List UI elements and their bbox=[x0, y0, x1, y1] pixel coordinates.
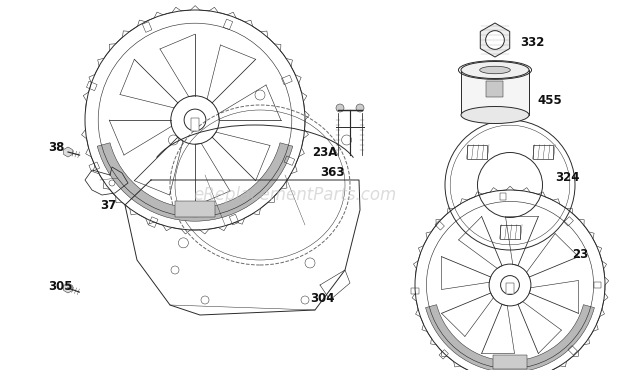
Ellipse shape bbox=[461, 107, 529, 124]
Bar bbox=[507, 283, 513, 295]
Circle shape bbox=[485, 31, 504, 49]
Bar bbox=[89, 162, 100, 171]
Bar bbox=[284, 156, 294, 165]
Wedge shape bbox=[425, 305, 595, 370]
Wedge shape bbox=[97, 143, 293, 221]
Bar bbox=[500, 193, 506, 201]
Polygon shape bbox=[480, 23, 510, 57]
Bar bbox=[223, 19, 232, 30]
Bar bbox=[86, 81, 97, 91]
Bar bbox=[439, 350, 448, 359]
Bar bbox=[487, 81, 503, 97]
Ellipse shape bbox=[480, 66, 510, 74]
Text: 23A: 23A bbox=[312, 145, 337, 158]
Bar bbox=[564, 217, 574, 226]
Bar bbox=[281, 75, 292, 85]
Bar bbox=[461, 70, 529, 115]
Polygon shape bbox=[64, 283, 73, 293]
Text: 38: 38 bbox=[48, 141, 64, 154]
Bar bbox=[191, 118, 199, 131]
Text: 455: 455 bbox=[537, 94, 562, 107]
Text: 304: 304 bbox=[310, 292, 335, 305]
Text: eReplacementParts.com: eReplacementParts.com bbox=[193, 186, 397, 204]
Bar bbox=[175, 201, 215, 217]
Ellipse shape bbox=[461, 61, 529, 78]
Text: 324: 324 bbox=[555, 171, 580, 184]
Text: 332: 332 bbox=[520, 36, 544, 48]
Circle shape bbox=[336, 104, 344, 112]
Bar bbox=[593, 282, 601, 288]
Text: 363: 363 bbox=[320, 165, 345, 178]
Bar bbox=[229, 214, 239, 225]
Text: 37: 37 bbox=[100, 198, 117, 212]
Polygon shape bbox=[64, 147, 73, 157]
Text: 305: 305 bbox=[48, 280, 73, 293]
Bar bbox=[411, 288, 418, 293]
Bar bbox=[493, 355, 527, 369]
Bar bbox=[143, 22, 152, 32]
Bar bbox=[568, 346, 577, 355]
Circle shape bbox=[356, 104, 364, 112]
Text: 23: 23 bbox=[572, 249, 588, 262]
Bar bbox=[435, 221, 445, 230]
Bar bbox=[149, 217, 158, 228]
Bar bbox=[466, 145, 487, 159]
Bar bbox=[500, 225, 520, 239]
Bar bbox=[533, 145, 554, 159]
